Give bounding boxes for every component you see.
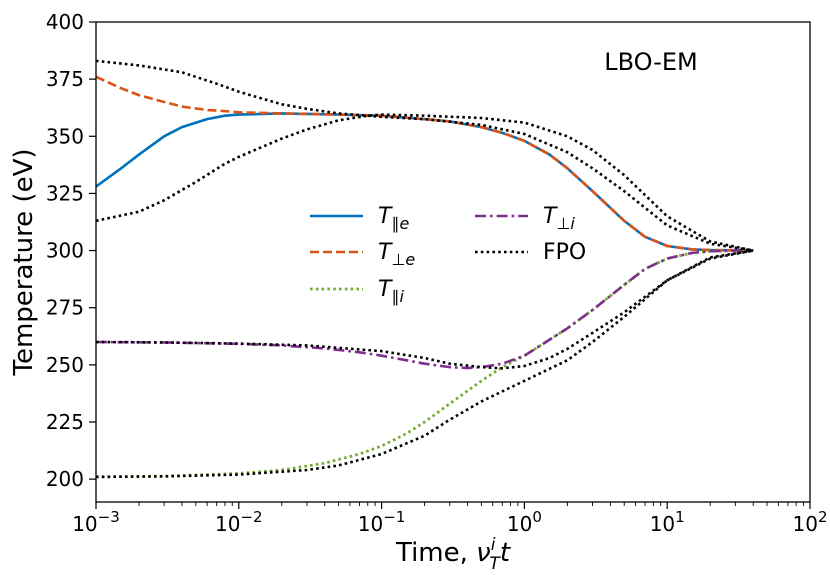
y-tick-label: 325 bbox=[46, 181, 84, 205]
legend-label: T⊥e bbox=[378, 240, 415, 269]
x-axis-title-t: t bbox=[500, 538, 511, 568]
series-line-T⊥i bbox=[96, 249, 754, 370]
series-layer bbox=[96, 59, 754, 479]
y-tick-label: 225 bbox=[46, 410, 84, 434]
y-tick-label: 250 bbox=[46, 353, 84, 377]
legend-label: T⊥i bbox=[543, 204, 575, 233]
x-tick-label: 10−2 bbox=[215, 508, 263, 536]
x-axis-title-text: Time, bbox=[395, 538, 476, 568]
legend-label: T∥e bbox=[378, 204, 409, 233]
legend-label: FPO bbox=[543, 240, 586, 265]
legend-item-T⊥i: T⊥i bbox=[475, 204, 575, 233]
series-line-fpo-5 bbox=[96, 113, 754, 252]
legend-label: T∥i bbox=[378, 277, 404, 306]
ticks-layer: 10−3 10−2 10−1 100 101 102 200 225 250 275 300 325 3… bbox=[46, 10, 828, 536]
x-tick-label: 102 bbox=[793, 508, 828, 536]
legend-item-T⊥e: T⊥e bbox=[310, 240, 415, 269]
y-tick-label: 300 bbox=[46, 239, 84, 263]
x-tick-label: 10−3 bbox=[72, 508, 120, 536]
y-tick-label: 275 bbox=[46, 296, 84, 320]
annotation-label: LBO-EM bbox=[604, 48, 698, 76]
legend-item-FPO: FPO bbox=[475, 240, 586, 265]
series-line-FPO bbox=[96, 59, 754, 252]
series-line-fpo-6 bbox=[96, 249, 754, 370]
legend-item-T∥i: T∥i bbox=[310, 277, 404, 306]
legend: T∥e T⊥e T∥i T⊥i FPO bbox=[310, 204, 586, 306]
x-axis-title-sup: i bbox=[491, 535, 496, 555]
y-tick-label: 200 bbox=[46, 467, 84, 491]
x-tick-label: 100 bbox=[507, 508, 542, 536]
x-axis-title: Time, νi Tt bbox=[395, 535, 511, 574]
x-tick-label: 101 bbox=[650, 508, 685, 536]
plot-frame bbox=[95, 21, 811, 503]
y-axis-title: Temperature (eV) bbox=[9, 148, 39, 376]
x-axis-title-nu: ν bbox=[476, 538, 491, 568]
y-tick-label: 350 bbox=[46, 124, 84, 148]
x-axis-title-sub: T bbox=[489, 554, 501, 574]
series-line-T⊥e bbox=[96, 75, 754, 252]
legend-item-T∥e: T∥e bbox=[310, 204, 409, 233]
y-tick-label: 375 bbox=[46, 67, 84, 91]
y-tick-label: 400 bbox=[46, 10, 84, 34]
x-tick-label: 10−1 bbox=[358, 508, 406, 536]
